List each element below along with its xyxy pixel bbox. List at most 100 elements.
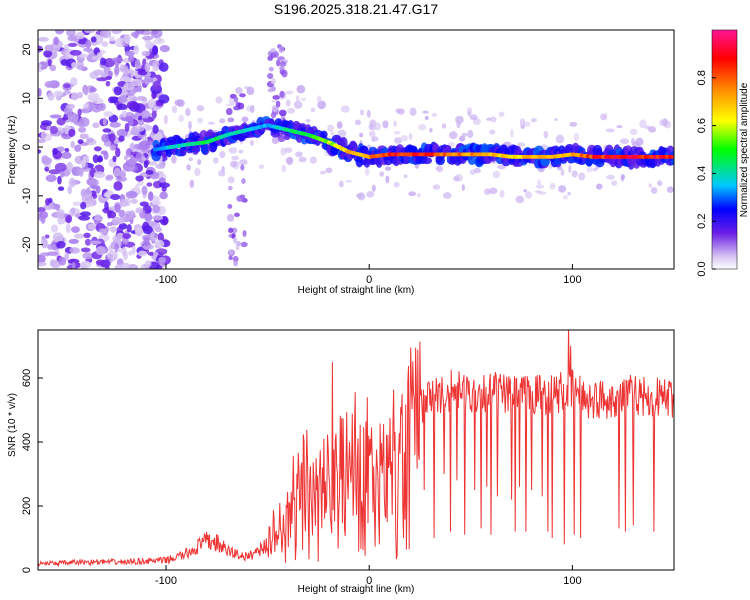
spectral-blob	[207, 121, 216, 125]
snr-frame	[37, 329, 675, 571]
spectral-blob	[499, 189, 505, 198]
y-tick-label: 20	[21, 43, 33, 55]
spectral-blob	[124, 122, 130, 132]
spectral-blob	[123, 155, 129, 161]
spectral-blob	[145, 125, 153, 131]
spectral-blob	[114, 203, 121, 213]
spectral-blob	[316, 95, 322, 104]
spectral-blob	[159, 191, 168, 200]
spectral-blob	[549, 182, 556, 190]
spectral-blob	[138, 250, 147, 257]
spectral-blob	[534, 190, 542, 194]
spectral-blob	[409, 107, 417, 116]
spectral-blob	[77, 139, 84, 144]
spectral-blob	[295, 95, 300, 102]
spectral-blob	[80, 201, 87, 210]
spectral-blob	[228, 147, 238, 154]
spectral-blob	[152, 65, 160, 72]
spectral-blob	[117, 248, 127, 253]
spectral-blob	[152, 215, 164, 221]
spectral-blob	[110, 193, 121, 201]
spectral-blob	[143, 236, 150, 247]
spectral-blob	[102, 128, 112, 133]
spectral-blob	[78, 215, 91, 221]
spectral-blob	[285, 90, 294, 95]
spectral-blob	[103, 151, 109, 160]
spectral-blob	[70, 140, 75, 149]
spectral-blob	[560, 169, 565, 176]
colorbar-label: Normalized spectral amplitude	[739, 82, 750, 217]
spectral-blob	[143, 160, 149, 169]
spectral-blob	[70, 92, 79, 101]
spectral-blob	[359, 132, 364, 138]
spectral-blob	[525, 191, 533, 199]
spectral-blob	[140, 265, 146, 269]
snr-marks	[38, 330, 674, 568]
spectral-blob	[486, 117, 492, 121]
spectral-blob	[235, 87, 243, 95]
spectral-blob	[158, 182, 171, 188]
spectrogram-x-axis-label: Height of straight line (km)	[298, 285, 415, 296]
spectral-blob	[91, 97, 104, 105]
spectral-blob	[515, 195, 525, 204]
spectral-blob	[171, 155, 177, 164]
spectral-blob	[133, 44, 140, 55]
spectral-blob	[620, 138, 629, 145]
spectral-blob	[227, 176, 235, 184]
ridge-halo	[200, 143, 209, 155]
spectral-blob	[484, 188, 491, 195]
spectral-blob	[71, 226, 80, 234]
spectral-blob	[232, 237, 238, 244]
spectral-blob	[330, 131, 335, 136]
spectral-blob	[92, 193, 98, 199]
spectral-blob	[135, 175, 144, 182]
spectral-blob	[40, 214, 46, 224]
spectral-blob	[93, 146, 102, 152]
spectral-blob	[115, 147, 121, 158]
spectral-blob	[112, 155, 117, 163]
spectral-blob	[147, 191, 154, 202]
spectral-blob	[106, 222, 113, 227]
spectral-blob	[152, 124, 159, 134]
spectral-blob	[158, 62, 169, 72]
spectral-blob	[279, 109, 287, 117]
y-tick-label: -20	[21, 237, 33, 253]
spectral-blob	[384, 166, 392, 171]
spectral-blob	[186, 164, 191, 171]
spectral-blob	[109, 144, 116, 151]
spectral-blob	[84, 30, 96, 34]
spectral-blob	[293, 100, 303, 109]
spectral-blob	[442, 192, 452, 199]
spectral-blob	[103, 192, 111, 198]
spectral-blob	[657, 180, 663, 187]
spectral-blob	[523, 188, 528, 193]
y-tick-label: -10	[21, 188, 33, 204]
spectral-blob	[137, 84, 142, 93]
spectral-blob	[151, 30, 159, 35]
spectral-blob	[119, 76, 132, 83]
colorbar-tick-label: 0.6	[696, 118, 708, 133]
spectral-blob	[123, 33, 131, 44]
snr-y-axis-label: SNR (10 * v/v)	[7, 393, 18, 457]
spectral-blob	[147, 251, 155, 256]
spectral-blob	[50, 260, 61, 269]
spectral-blob	[73, 233, 85, 239]
spectral-blob	[38, 261, 47, 267]
snr-series-line	[38, 330, 674, 568]
snr-x-ticks: -100 0 100	[155, 565, 582, 587]
spectral-blob	[400, 135, 409, 142]
spectral-blob	[108, 70, 113, 77]
spectral-blob	[569, 121, 578, 127]
spectral-blob	[56, 240, 66, 249]
spectral-blob	[418, 123, 427, 131]
spectral-blob	[231, 155, 240, 161]
spectral-blob	[84, 238, 92, 246]
spectral-blob	[75, 31, 85, 40]
spectral-blob	[40, 131, 47, 140]
spectral-blob	[188, 157, 194, 162]
spectral-blob	[555, 134, 565, 144]
spectral-blob	[268, 66, 274, 72]
spectral-blob	[79, 167, 84, 178]
